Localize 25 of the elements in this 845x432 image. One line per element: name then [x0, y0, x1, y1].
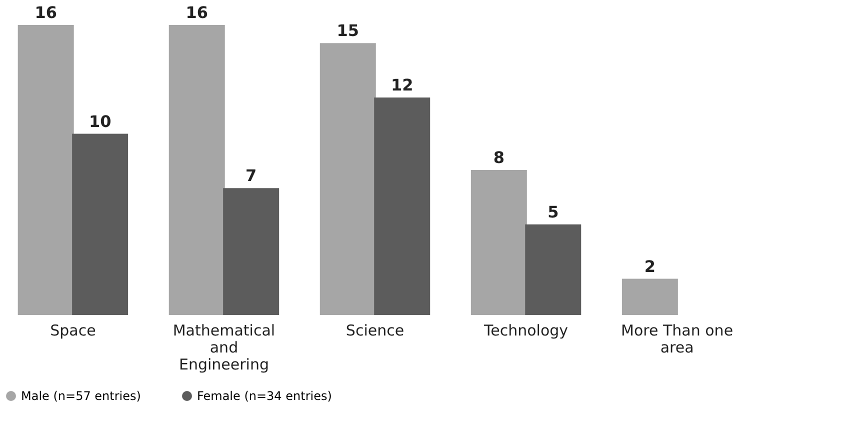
data-label: 10 — [88, 112, 112, 131]
x-tick-label: Space — [50, 322, 96, 340]
bar — [168, 25, 225, 315]
data-label: 5 — [548, 202, 559, 222]
x-tick-label: Mathematical and Engineering — [172, 322, 276, 374]
data-label: 8 — [493, 148, 504, 167]
legend-label: Male (n=57 entries) — [21, 389, 141, 403]
data-label: 12 — [390, 76, 414, 94]
bar — [223, 188, 280, 315]
data-label: 7 — [246, 166, 257, 186]
bar — [374, 98, 430, 315]
bar — [622, 278, 678, 315]
data-label: 16 — [186, 3, 208, 22]
data-label: 2 — [644, 256, 656, 276]
bar — [72, 134, 128, 315]
bar — [470, 170, 527, 315]
bar — [18, 25, 74, 315]
bar — [525, 224, 582, 315]
legend-label: Female (n=34 entries) — [197, 389, 332, 403]
bar — [320, 43, 376, 315]
x-tick-label: Technology — [483, 322, 568, 340]
data-label: 16 — [34, 3, 57, 22]
x-tick-label: More Than one area — [621, 322, 734, 356]
data-label: 15 — [336, 21, 360, 40]
x-tick-label: Science — [346, 322, 404, 340]
